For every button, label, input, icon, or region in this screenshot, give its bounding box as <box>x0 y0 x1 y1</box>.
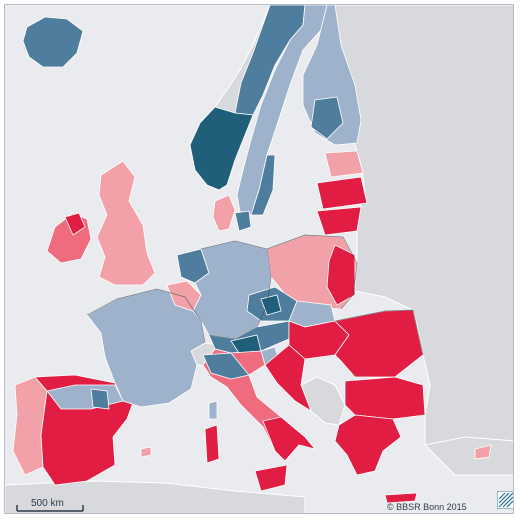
region-estonia <box>324 150 364 178</box>
region-lithuania <box>316 206 362 236</box>
region-central-finland <box>310 96 344 140</box>
region-denmark <box>212 194 236 232</box>
region-greece <box>334 414 402 476</box>
region-croatia <box>264 344 312 412</box>
region-cyprus <box>474 444 492 460</box>
region-crete <box>384 492 418 504</box>
region-latvia <box>316 176 368 210</box>
region-south-sweden <box>250 154 276 216</box>
region-south-norway <box>189 106 254 191</box>
border-germany <box>200 240 272 340</box>
map-frame: 500 km © BBSR Bonn 2015 <box>4 4 514 514</box>
region-north-italy <box>202 352 250 380</box>
region-bulgaria <box>344 376 426 420</box>
border-romania <box>334 309 424 356</box>
credit-text: © BBSR Bonn 2015 <box>387 502 467 512</box>
balkans-land <box>300 376 346 426</box>
region-basque <box>90 388 110 410</box>
region-united-kingdom <box>96 160 156 286</box>
region-sardinia <box>204 424 220 464</box>
border-france <box>86 288 206 344</box>
north-africa-land <box>5 480 306 513</box>
region-east-poland <box>326 244 356 306</box>
scale-bar-label: 500 km <box>31 498 64 509</box>
region-balearics <box>140 446 152 458</box>
region-sicily <box>254 464 288 492</box>
eu-regions <box>12 5 492 504</box>
region-corsica <box>208 400 218 420</box>
region-northwest-ireland <box>64 212 86 236</box>
region-iceland <box>22 16 84 68</box>
europe-map <box>5 5 513 513</box>
national-borders <box>86 234 424 356</box>
region-south-italy <box>262 416 317 462</box>
scale-bar <box>16 505 84 512</box>
bbsr-logo-icon <box>497 491 513 509</box>
border-poland <box>266 234 358 310</box>
region-zealand <box>234 210 252 232</box>
